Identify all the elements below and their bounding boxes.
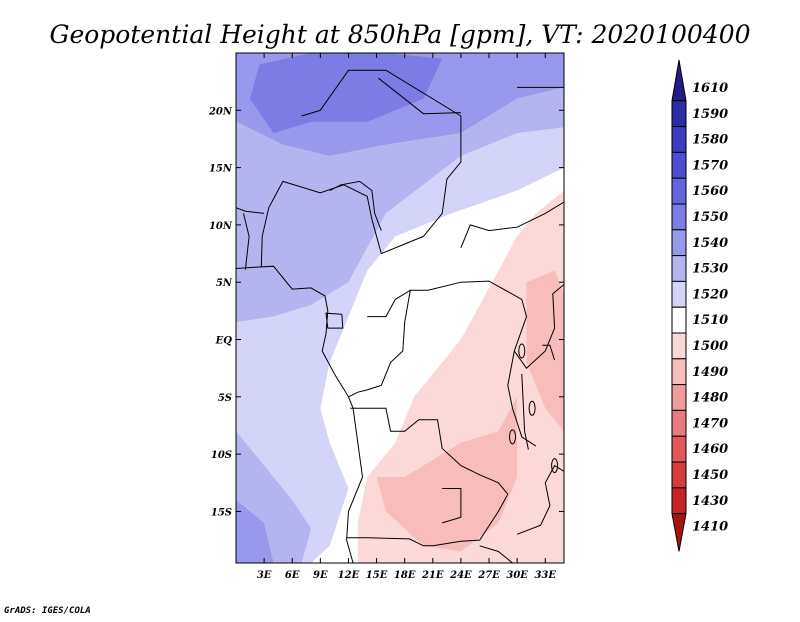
colorbar-label: 1570 [692,158,728,173]
colorbar-label: 1410 [692,520,728,535]
lake-outline [509,429,516,445]
x-tick-label: 30E [506,570,528,581]
colorbar-swatch [671,461,687,489]
colorbar-bottom-triangle [671,513,687,552]
x-tick-label: 24E [449,570,472,581]
colorbar-swatch [671,177,687,205]
x-tick-label: 27E [477,570,500,581]
y-tick-label: EQ [215,336,233,347]
colorbar-swatch [671,332,687,360]
x-tick-label: 3E [257,570,272,581]
border-line [442,488,462,524]
y-tick-label: 10S [211,450,232,461]
x-tick-label: 6E [285,570,300,581]
x-axis: 3E 6E 9E 12E 15E 18E 21E 24E 27E 30E 33E [257,53,556,581]
colorbar-label: 1580 [692,133,728,148]
border-line [236,265,364,563]
colorbar-label: 1610 [692,81,728,96]
colorbar-label: 1450 [692,468,728,483]
colorbar-label: 1530 [692,262,728,277]
y-tick-label: 15S [211,507,232,518]
colorbar-swatch [671,358,687,386]
colorbar-label: 1490 [692,365,728,380]
colorbar-swatch [671,384,687,411]
heatmap-region-gulf-guinea [236,127,564,563]
lake-outline [528,400,536,416]
x-tick-label: 9E [313,570,328,581]
colorbar-swatch [671,409,687,437]
colorbar-swatch [671,126,687,153]
y-tick-label: 20N [208,106,233,117]
heatmap-region-southwest-corner [236,500,274,563]
colorbar-label: 1470 [692,416,728,431]
colorbar-swatch [671,229,687,257]
border-line [367,280,537,447]
plot-frame [235,52,565,564]
lake-outline [551,458,559,474]
border-line [325,312,344,329]
border-line [243,213,250,270]
border-line [516,464,564,535]
y-tick-label: 15N [209,164,233,175]
country-borders [236,69,564,563]
colorbar-swatch [671,100,687,128]
y-tick-label: 5N [216,278,233,289]
heatmap-region-sahel-westafrica [236,87,564,323]
colorbar-label: 1510 [692,313,728,328]
colorbar-swatch [671,280,687,308]
x-tick-label: 18E [394,570,416,581]
border-line [260,69,462,268]
colorbar-swatch [671,203,687,231]
border-line [236,207,265,214]
y-tick-label: 10N [209,221,233,232]
colorbar-label: 1520 [692,287,728,302]
lake-outline [518,343,526,359]
x-tick-label: 21E [421,570,444,581]
border-line [521,373,529,450]
y-tick-label: 5S [218,393,232,404]
heatmap-region-sw-zambia-low [376,396,518,552]
border-line [513,284,564,369]
colorbar-label: 1550 [692,210,728,225]
colorbar-label: 1480 [692,391,728,406]
credit-text: GrADS: IGES/COLA [4,606,91,616]
x-tick-label: 15E [366,570,388,581]
colorbar-swatch [671,435,687,463]
colorbar-top-triangle [671,59,687,102]
border-line [479,545,513,563]
border-line [378,77,461,115]
colorbar-swatch [671,306,687,334]
colorbar-label: 1430 [692,494,728,509]
border-line [542,344,556,361]
colorbar-label: 1540 [692,236,728,251]
y-axis: 20N 15N 10N 5N EQ 5S 10S 15S [208,106,564,518]
chart-title: Geopotential Height at 850hPa [gpm], VT:… [49,20,750,49]
colorbar-label: 1590 [692,107,728,122]
colorbar-label: 1460 [692,442,728,457]
colorbar-swatch [671,487,687,515]
colorbar: 1610 1590 1580 1570 1560 1550 1540 1530 1520 1510… [671,59,728,552]
border-line [329,180,382,231]
colorbar-swatch [671,255,687,282]
border-line [460,201,564,248]
colorbar-label: 1500 [692,339,728,354]
x-tick-label: 12E [338,570,360,581]
x-tick-label: 33E [534,570,556,581]
border-line [346,407,509,547]
colorbar-swatch [671,151,687,179]
heatmap-region-northwest-patch [250,53,443,134]
heatmap-layer [236,53,564,563]
colorbar-label: 1560 [692,184,728,199]
border-line [348,290,411,398]
